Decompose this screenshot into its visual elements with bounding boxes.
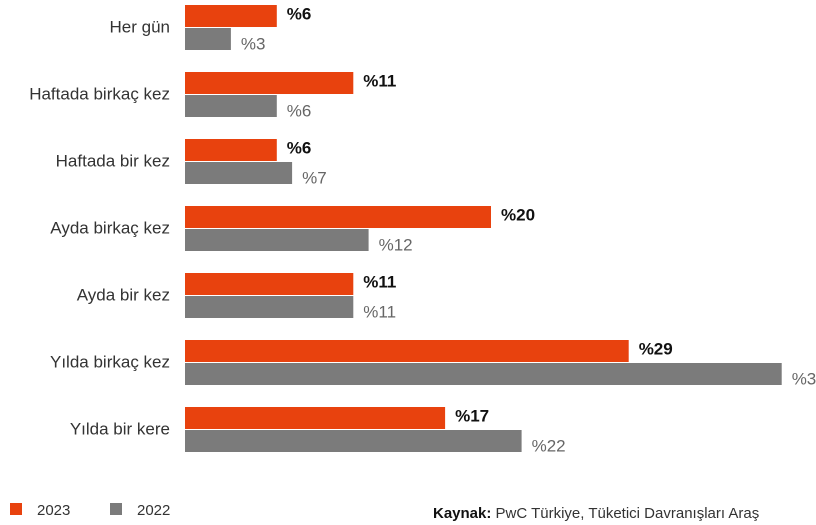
value-label: %6 bbox=[287, 4, 312, 23]
value-label: %3 bbox=[241, 34, 266, 53]
value-label: %6 bbox=[287, 138, 312, 157]
category-label: Her gün bbox=[110, 17, 170, 36]
bar bbox=[185, 273, 354, 295]
source-label: Kaynak: bbox=[433, 505, 491, 522]
category-label: Yılda birkaç kez bbox=[50, 352, 170, 371]
value-label: %20 bbox=[501, 205, 535, 224]
legend-swatch bbox=[10, 503, 22, 515]
category-label: Yılda bir kere bbox=[70, 419, 170, 438]
value-label: %11 bbox=[363, 302, 396, 321]
bar bbox=[185, 363, 782, 385]
value-label: %6 bbox=[287, 101, 312, 120]
source-text: PwC Türkiye, Tüketici Davranışları Araş bbox=[496, 505, 760, 522]
bar bbox=[185, 28, 231, 50]
bar bbox=[185, 206, 491, 228]
value-label: %12 bbox=[379, 235, 413, 254]
bar bbox=[185, 5, 277, 27]
bar bbox=[185, 95, 277, 117]
bar bbox=[185, 229, 369, 251]
bar bbox=[185, 72, 354, 94]
category-label: Haftada bir kez bbox=[56, 151, 170, 170]
value-label: %39 bbox=[792, 369, 816, 388]
legend-label: 2023 bbox=[37, 502, 70, 519]
bar bbox=[185, 139, 277, 161]
category-label: Ayda bir kez bbox=[77, 285, 170, 304]
value-label: %17 bbox=[455, 406, 489, 425]
category-label: Haftada birkaç kez bbox=[29, 84, 170, 103]
bar bbox=[185, 340, 629, 362]
source: Kaynak: PwC Türkiye, Tüketici Davranışla… bbox=[433, 505, 759, 522]
value-label: %11 bbox=[363, 71, 396, 90]
value-label: %29 bbox=[639, 339, 673, 358]
value-label: %7 bbox=[302, 168, 327, 187]
bar bbox=[185, 162, 293, 184]
bar bbox=[185, 296, 354, 318]
category-label: Ayda birkaç kez bbox=[50, 218, 170, 237]
legend-swatch bbox=[110, 503, 122, 515]
bar bbox=[185, 430, 522, 452]
bar bbox=[185, 407, 446, 429]
value-label: %22 bbox=[532, 436, 566, 455]
value-label: %11 bbox=[363, 272, 396, 291]
legend-label: 2022 bbox=[137, 502, 170, 519]
